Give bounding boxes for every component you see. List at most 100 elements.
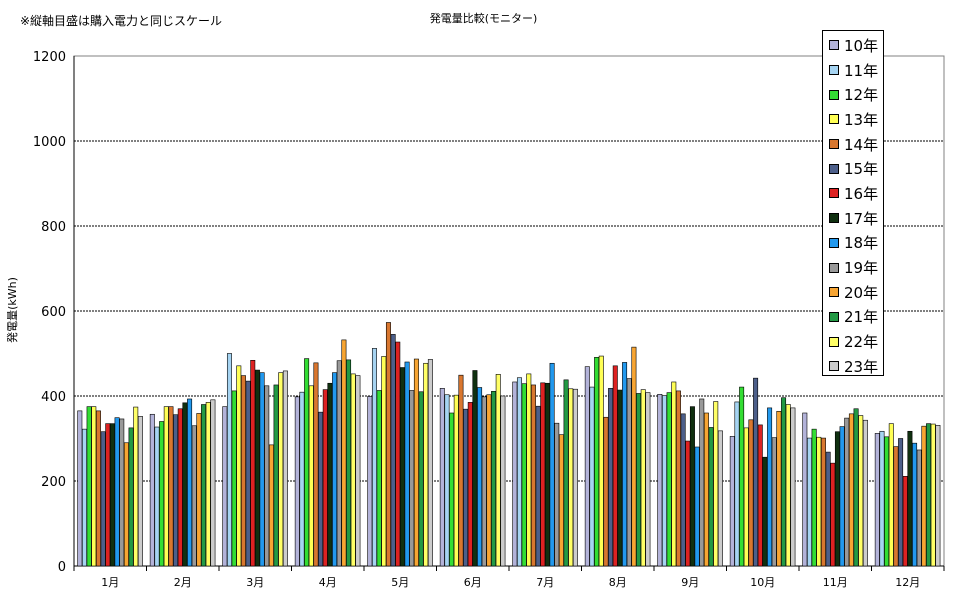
- bar: [81, 428, 87, 567]
- bar: [259, 372, 265, 567]
- bar: [802, 412, 808, 567]
- x-tick-label: 5月: [391, 576, 409, 589]
- bar: [558, 434, 564, 567]
- bar: [423, 362, 429, 567]
- x-tick-label: 6月: [464, 576, 482, 589]
- legend-item: 23年: [823, 354, 883, 379]
- bar: [137, 416, 143, 567]
- bar: [105, 423, 111, 567]
- x-tick-label: 8月: [609, 576, 627, 589]
- bar: [226, 353, 232, 567]
- bar: [844, 417, 850, 567]
- bar: [205, 402, 211, 567]
- bar: [879, 430, 885, 567]
- bar: [753, 377, 759, 567]
- bar: [563, 379, 569, 567]
- bar: [282, 370, 288, 567]
- legend-swatch: [829, 163, 839, 174]
- bar: [371, 348, 377, 567]
- bar: [921, 425, 927, 567]
- y-tick-label: 0: [58, 560, 66, 575]
- legend-swatch: [829, 40, 839, 51]
- bar: [453, 394, 459, 567]
- bar: [322, 389, 328, 567]
- bar: [631, 346, 637, 567]
- bar: [584, 366, 590, 567]
- bar: [617, 389, 623, 567]
- bar: [133, 406, 139, 567]
- x-tick-label: 1月: [101, 576, 119, 589]
- bar: [191, 425, 197, 567]
- bar: [834, 431, 840, 567]
- bar: [210, 399, 216, 567]
- bar: [308, 385, 314, 567]
- legend-item: 16年: [823, 181, 883, 206]
- bar: [935, 425, 941, 567]
- bar: [168, 406, 174, 567]
- bar: [703, 412, 709, 567]
- bar: [776, 410, 782, 567]
- legend-swatch: [829, 361, 839, 372]
- y-tick-label: 1200: [33, 50, 66, 65]
- legend-item: 18年: [823, 231, 883, 256]
- bar: [278, 372, 284, 567]
- bar: [666, 392, 672, 567]
- bar: [163, 406, 169, 567]
- bar: [912, 442, 918, 567]
- bar: [699, 398, 705, 567]
- bar: [771, 437, 777, 567]
- bar: [77, 410, 83, 567]
- bar: [572, 388, 578, 567]
- bar: [236, 365, 242, 567]
- bar: [671, 381, 677, 567]
- bar: [182, 402, 188, 567]
- legend-swatch: [829, 65, 839, 76]
- legend-label: 13年: [844, 110, 879, 129]
- bar: [254, 369, 260, 567]
- bar: [109, 423, 115, 567]
- bar: [439, 388, 445, 567]
- scale-note: ※縦軸目盛は購入電力と同じスケール: [20, 14, 223, 28]
- bar: [399, 367, 405, 567]
- bar: [853, 408, 859, 567]
- x-tick-label: 3月: [246, 576, 264, 589]
- bar: [413, 358, 419, 567]
- bar: [612, 365, 618, 567]
- bar: [685, 440, 691, 567]
- bar: [640, 389, 646, 567]
- bar: [762, 456, 768, 567]
- legend-swatch: [829, 336, 839, 347]
- chart-title: 発電量比較(モニター): [429, 12, 538, 25]
- bar: [491, 391, 497, 567]
- bar: [820, 437, 826, 567]
- bar: [201, 404, 207, 567]
- legend-label: 10年: [844, 36, 879, 55]
- bar: [367, 396, 373, 567]
- bar: [694, 446, 700, 567]
- bar: [91, 406, 97, 567]
- bar: [250, 359, 256, 567]
- bar: [477, 387, 483, 567]
- x-tick-label: 7月: [536, 576, 554, 589]
- bar: [806, 437, 812, 567]
- bar: [313, 362, 319, 567]
- y-tick-label: 600: [41, 305, 66, 320]
- y-tick-label: 1000: [33, 135, 66, 150]
- bar: [449, 412, 455, 567]
- bar: [467, 402, 473, 567]
- bar: [549, 362, 555, 567]
- bar: [589, 386, 595, 567]
- bar: [222, 406, 228, 567]
- bar: [926, 423, 932, 567]
- legend-swatch: [829, 287, 839, 298]
- legend-label: 22年: [844, 333, 879, 352]
- bar: [327, 382, 333, 567]
- bar: [486, 394, 492, 567]
- bar: [675, 390, 681, 567]
- bar: [114, 417, 120, 567]
- bar: [390, 334, 396, 567]
- legend-item: 14年: [823, 132, 883, 157]
- bar: [495, 374, 501, 567]
- bar: [657, 393, 663, 567]
- legend-label: 18年: [844, 234, 879, 253]
